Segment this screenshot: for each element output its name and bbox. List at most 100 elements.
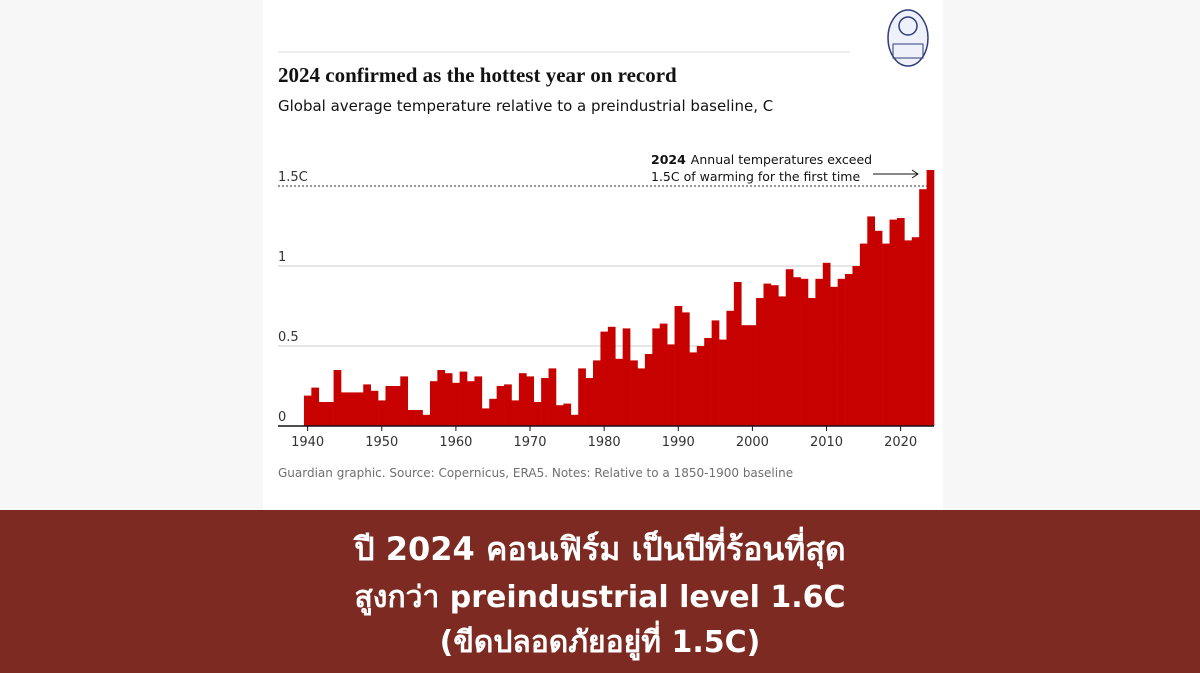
bar: [911, 237, 920, 426]
bar: [793, 277, 801, 426]
bar: [845, 274, 853, 426]
bar: [637, 368, 646, 426]
bar: [600, 331, 609, 426]
bar: [489, 398, 497, 426]
annotation: 2024 Annual temperatures exceed: [651, 152, 872, 167]
bar: [444, 373, 453, 426]
y-tick-label: 1: [278, 250, 286, 265]
annotation-arrowhead: [911, 169, 919, 179]
bar: [889, 219, 898, 426]
bar: [385, 386, 394, 426]
bar: [674, 306, 683, 426]
y-tick-label: 0.5: [278, 330, 299, 345]
x-tick-label: 2010: [810, 435, 843, 450]
bar: [719, 339, 727, 426]
annotation-line: Annual temperatures exceed: [691, 152, 872, 167]
bar: [318, 402, 327, 426]
bar: [882, 243, 890, 426]
bar: [533, 402, 542, 426]
x-tick-label: 1980: [588, 435, 621, 450]
bar: [763, 283, 772, 426]
bar: [837, 278, 846, 426]
annotation-line: 1.5C of warming for the first time: [651, 169, 860, 184]
caption-line: ปี 2024 คอนเฟิร์ม เป็นปีที่ร้อนที่สุด: [352, 526, 845, 570]
bar: [756, 298, 764, 426]
source: Guardian graphic. Source: Copernicus, ER…: [278, 466, 793, 480]
x-tick-label: 2000: [736, 435, 769, 450]
bar: [422, 414, 431, 426]
bar: [355, 392, 364, 426]
bar: [926, 170, 935, 426]
bar: [326, 402, 334, 426]
bar: [341, 392, 349, 426]
bar: [778, 296, 787, 426]
bar: [585, 378, 594, 426]
x-tick-label: 1970: [513, 435, 546, 450]
bar: [370, 390, 379, 426]
y-tick-label: 1.5C: [278, 170, 308, 185]
bar: [689, 352, 698, 426]
bar: [429, 381, 438, 426]
bar: [541, 378, 549, 426]
y-tick-label: 0: [278, 410, 286, 425]
x-tick-label: 1960: [439, 435, 472, 450]
bar: [852, 266, 861, 426]
annotation-year: 2024: [651, 152, 686, 167]
bar: [704, 338, 712, 426]
bar: [467, 381, 475, 426]
bar: [570, 414, 579, 426]
bar: [348, 392, 357, 426]
x-tick-label: 1990: [662, 435, 695, 450]
caption-line: สูงกว่า preindustrial level 1.6C: [354, 580, 845, 616]
bar: [726, 310, 735, 426]
bar: [815, 278, 824, 426]
bar: [548, 368, 557, 426]
bar: [578, 368, 586, 426]
chart-subtitle: Global average temperature relative to a…: [278, 97, 773, 115]
caption-line: (ขีดปลอดภัยอยู่ที่ 1.5C): [440, 620, 761, 661]
bar: [652, 328, 661, 426]
bar: [452, 382, 460, 426]
bar: [378, 400, 386, 426]
bar: [504, 384, 512, 426]
x-tick-label: 1940: [291, 435, 324, 450]
bar: [800, 278, 809, 426]
bar: [615, 358, 623, 426]
bar: [415, 410, 423, 426]
bar: [563, 403, 572, 426]
bar: [659, 323, 668, 426]
bar: [400, 376, 409, 426]
bar: [681, 312, 690, 426]
caption-banner: [0, 510, 1200, 673]
bar: [474, 376, 483, 426]
bar: [859, 243, 868, 426]
bar: [555, 405, 564, 426]
chart-title: 2024 confirmed as the hottest year on re…: [278, 63, 677, 87]
bar: [667, 344, 675, 426]
bar: [904, 240, 913, 426]
bar: [526, 376, 535, 426]
bar: [770, 285, 779, 426]
bar: [874, 230, 883, 426]
bar: [867, 216, 876, 426]
bar: [437, 370, 446, 426]
bar: [593, 360, 601, 426]
bar: [407, 410, 416, 426]
bar: [785, 269, 794, 426]
bar: [830, 286, 838, 426]
bar: [919, 189, 927, 426]
bar: [733, 282, 742, 426]
bar: [696, 346, 705, 426]
bar: [333, 370, 342, 426]
logo: [887, 9, 929, 67]
bar: [741, 325, 749, 426]
bar: [511, 400, 520, 426]
bar: [748, 325, 757, 426]
bar: [481, 408, 490, 426]
bar: [644, 354, 653, 426]
bar: [459, 371, 468, 426]
bar: [518, 373, 527, 426]
bar: [896, 218, 905, 426]
